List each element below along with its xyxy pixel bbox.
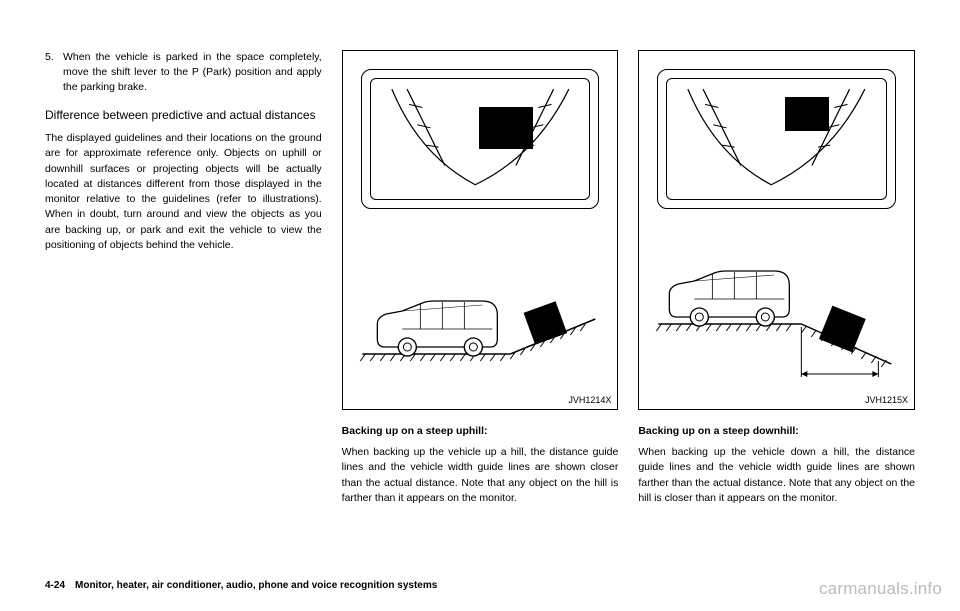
monitor-frame [361,69,600,209]
monitor-screen [370,78,591,200]
column-middle: JVH1214X Backing up on a steep uphill: W… [342,50,619,506]
body-paragraph: When backing up the vehicle down a hill,… [638,445,915,506]
scene-svg [343,249,618,384]
page-footer: 4-24 Monitor, heater, air conditioner, a… [45,580,437,591]
guidelines-svg [667,79,886,199]
paragraph-heading: Backing up on a steep downhill: [638,424,915,439]
paragraph-heading: Backing up on a steep uphill: [342,424,619,439]
step-text: When the vehicle is parked in the space … [63,50,322,96]
subheading: Difference between predictive and actual… [45,108,322,124]
monitor-screen [666,78,887,200]
step-item: 5. When the vehicle is parked in the spa… [45,50,322,96]
body-paragraph: When backing up the vehicle up a hill, t… [342,445,619,506]
side-scene-uphill [343,249,618,384]
figure-code: JVH1215X [865,395,908,405]
scene-svg [639,249,914,384]
body-paragraph: The displayed guidelines and their locat… [45,131,322,253]
page: 5. When the vehicle is parked in the spa… [0,0,960,526]
figure-uphill: JVH1214X [342,50,619,410]
side-scene-downhill [639,249,914,384]
figure-downhill: JVH1215X [638,50,915,410]
step-number: 5. [45,50,63,96]
object-in-screen [785,97,829,131]
figure-code: JVH1214X [568,395,611,405]
column-left: 5. When the vehicle is parked in the spa… [45,50,322,506]
column-right: JVH1215X Backing up on a steep downhill:… [638,50,915,506]
object-in-screen [479,107,533,149]
monitor-frame [657,69,896,209]
watermark: carmanuals.info [819,579,942,599]
